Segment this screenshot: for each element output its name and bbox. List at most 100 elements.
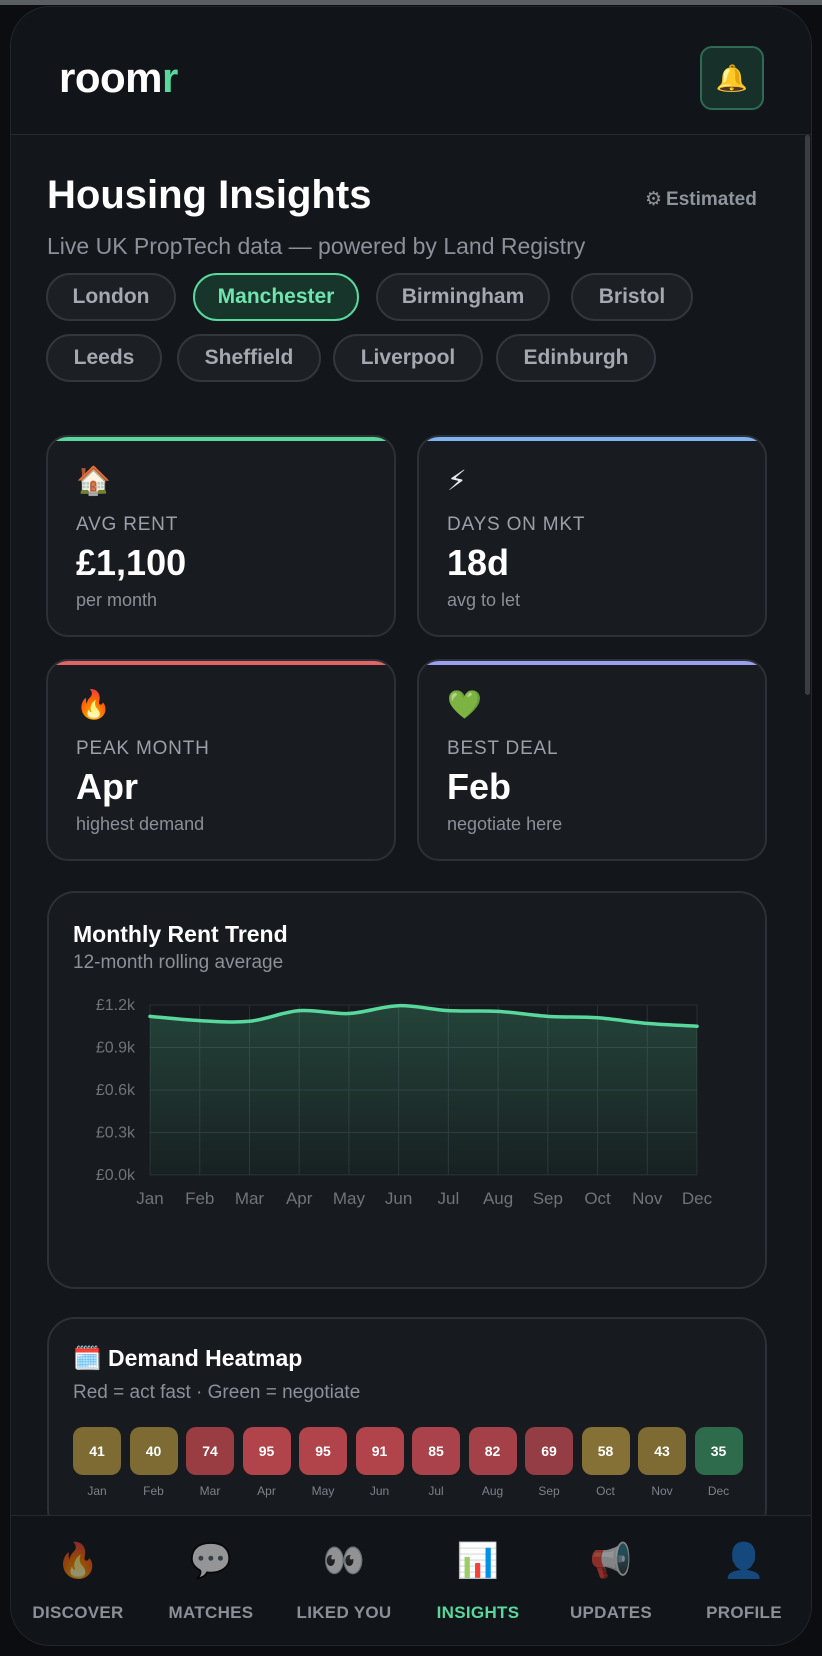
rent-trend-title: Monthly Rent Trend [73, 921, 288, 947]
app-frame: roomr 🔔 Housing Insights ⚙ Estimated Live… [10, 6, 812, 1646]
demand-heatmap-card: 🗓️ Demand Heatmap Red = act fast · Green… [47, 1317, 767, 1537]
stat-note: avg to let [447, 590, 521, 610]
rent-area-fill [150, 1005, 697, 1175]
x-tick-label: Sep [533, 1189, 563, 1208]
stat-value: Apr [76, 766, 138, 807]
stat-value: £1,100 [76, 542, 187, 583]
heatmap-month-label: Dec [707, 1484, 730, 1498]
nav-label: MATCHES [168, 1603, 254, 1622]
nav-label: INSIGHTS [436, 1603, 520, 1622]
x-tick-label: Jul [437, 1189, 459, 1208]
notifications-button[interactable]: 🔔 [700, 46, 764, 110]
stat-card-avg-rent: 🏠 AVG RENT £1,100 per month [46, 435, 396, 637]
heatmap-cell-jul: 85 [412, 1427, 460, 1475]
heatmap-title-text: Demand Heatmap [108, 1345, 303, 1371]
nav-label: PROFILE [706, 1603, 782, 1622]
heatmap-cell-oct: 58 [581, 1427, 630, 1475]
gear-icon: ⚙ [645, 189, 663, 210]
x-tick-label: Aug [483, 1189, 513, 1208]
heatmap-month-label: Jun [369, 1484, 390, 1498]
stat-label: DAYS ON MKT [447, 514, 586, 535]
x-tick-label: Dec [682, 1189, 713, 1208]
heatmap-month-label: Oct [596, 1484, 615, 1498]
logo-text: room [59, 54, 163, 101]
heatmap-month-label: Mar [199, 1484, 221, 1498]
y-tick-label: £0.6k [96, 1082, 136, 1099]
x-tick-label: Feb [185, 1189, 214, 1208]
megaphone-icon: 📢 [589, 1542, 633, 1580]
stat-note: negotiate here [447, 814, 563, 834]
heatmap-month-label: Feb [143, 1484, 164, 1498]
heatmap-month-label: Sep [538, 1484, 560, 1498]
heatmap-month-label: Jan [87, 1484, 107, 1498]
y-tick-label: £1.2k [96, 997, 136, 1014]
house-icon: 🏠 [76, 465, 111, 496]
stat-card-peak-month: 🔥 PEAK MONTH Apr highest demand [46, 659, 396, 861]
stat-accent-bar [419, 437, 765, 441]
logo-accent: r [162, 54, 178, 101]
page-title: Housing Insights [47, 173, 372, 217]
fire-icon: 🔥 [56, 1542, 100, 1580]
app-header: roomr 🔔 [11, 7, 811, 135]
heatmap-month-label: Apr [257, 1484, 276, 1498]
calendar-icon: 🗓️ [73, 1345, 102, 1371]
city-chip-sheffield[interactable]: Sheffield [177, 334, 321, 382]
heatmap-cell-feb: 40 [129, 1427, 178, 1475]
bell-icon: 🔔 [715, 62, 749, 93]
stat-card-best-deal: 💚 BEST DEAL Feb negotiate here [417, 659, 767, 861]
city-chip-liverpool[interactable]: Liverpool [333, 334, 483, 382]
window-top-edge [0, 0, 822, 5]
nav-liked-you[interactable]: 👀 LIKED YOU [277, 1516, 411, 1645]
heatmap-month-label: Aug [481, 1484, 504, 1498]
stat-label: BEST DEAL [447, 738, 559, 759]
bar-chart-icon: 📊 [456, 1542, 500, 1580]
heatmap-subtitle: Red = act fast · Green = negotiate [73, 1382, 361, 1403]
rent-trend-chart: £0.0k £0.3k £0.6k £0.9k £1.2k Jan Feb Mar Apr May… [96, 997, 713, 1208]
app-logo[interactable]: roomr [59, 57, 178, 99]
stat-accent-bar [48, 661, 394, 665]
rent-trend-line [148, 1003, 699, 1028]
x-tick-label: May [333, 1189, 366, 1208]
nav-matches[interactable]: 💬 MATCHES [144, 1516, 278, 1645]
y-tick-label: £0.0k [96, 1167, 136, 1184]
stat-accent-bar [48, 437, 394, 441]
page-subtitle: Live UK PropTech data — powered by Land … [47, 233, 586, 259]
nav-insights[interactable]: 📊 INSIGHTS [411, 1516, 545, 1645]
rent-trend-card: Monthly Rent Trend 12-month rolling aver… [47, 891, 767, 1289]
x-tick-label: Mar [235, 1189, 265, 1208]
estimated-label: Estimated [666, 189, 757, 210]
stat-value: Feb [447, 766, 512, 807]
nav-label: UPDATES [569, 1603, 653, 1622]
stat-note: per month [76, 590, 158, 610]
speech-bubble-icon: 💬 [189, 1542, 233, 1580]
city-chip-london[interactable]: London [46, 273, 176, 321]
nav-label: LIKED YOU [296, 1603, 392, 1622]
scrollbar-thumb[interactable] [805, 135, 810, 695]
green-heart-icon: 💚 [447, 689, 482, 720]
city-chip-edinburgh[interactable]: Edinburgh [496, 334, 656, 382]
heatmap-month-label: Nov [651, 1484, 673, 1498]
nav-discover[interactable]: 🔥 DISCOVER [11, 1516, 145, 1645]
x-tick-label: Apr [286, 1189, 313, 1208]
city-chip-leeds[interactable]: Leeds [46, 334, 162, 382]
nav-profile[interactable]: 👤 PROFILE [677, 1516, 811, 1645]
nav-updates[interactable]: 📢 UPDATES [544, 1516, 678, 1645]
heatmap-cell-sep: 69 [525, 1427, 573, 1475]
city-chip-bristol[interactable]: Bristol [571, 273, 693, 321]
fire-icon: 🔥 [76, 689, 111, 720]
city-chip-manchester[interactable]: Manchester [193, 273, 359, 321]
stat-accent-bar [419, 661, 765, 665]
heatmap-cell-jun: 91 [355, 1427, 404, 1475]
lightning-icon: ⚡ [447, 465, 467, 496]
eyes-icon: 👀 [322, 1542, 366, 1580]
stat-label: PEAK MONTH [76, 738, 210, 759]
heatmap-cell-may: 95 [299, 1427, 347, 1475]
heatmap-cell-dec: 35 [694, 1427, 743, 1475]
y-tick-label: £0.9k [96, 1040, 136, 1057]
heatmap-month-label: Jul [428, 1484, 444, 1498]
estimated-badge: ⚙ Estimated [645, 190, 757, 209]
heatmap-cell-nov: 43 [638, 1427, 686, 1475]
y-tick-label: £0.3k [96, 1125, 136, 1142]
rent-trend-subtitle: 12-month rolling average [73, 952, 284, 973]
city-chip-birmingham[interactable]: Birmingham [376, 273, 550, 321]
